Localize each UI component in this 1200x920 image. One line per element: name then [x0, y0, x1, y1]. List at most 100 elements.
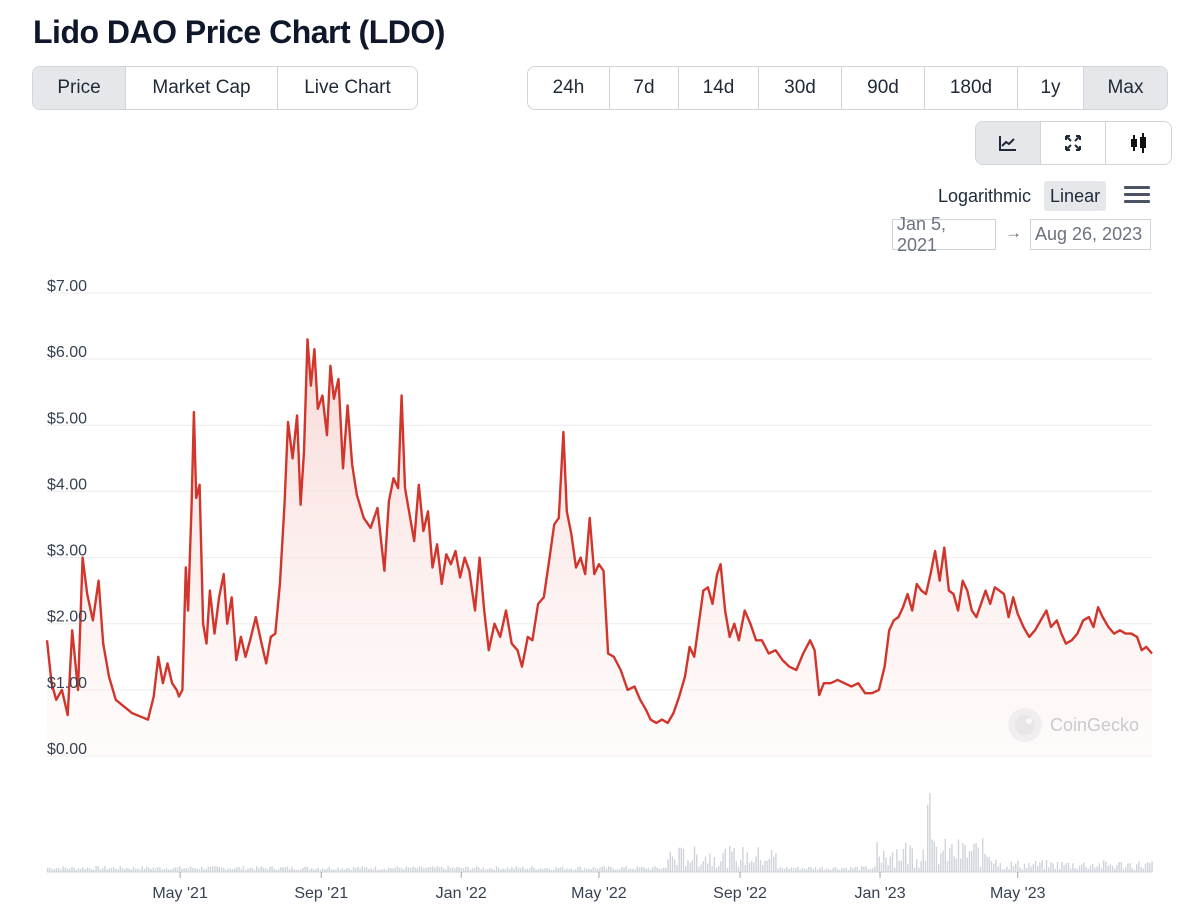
- volume-bar: [722, 853, 724, 872]
- volume-bar: [223, 867, 225, 872]
- tab-price[interactable]: Price: [33, 67, 126, 109]
- volume-bar: [82, 867, 84, 872]
- volume-bar: [137, 868, 139, 872]
- line-chart-button[interactable]: [976, 122, 1041, 164]
- volume-bar: [883, 850, 885, 872]
- volume-bar: [1144, 863, 1147, 872]
- volume-bar: [1151, 861, 1153, 872]
- volume-bar: [434, 867, 436, 872]
- volume-bar: [579, 866, 581, 872]
- volume-bar: [878, 856, 880, 872]
- volume-bar: [300, 869, 302, 872]
- volume-bar: [790, 867, 792, 872]
- volume-bar: [1129, 863, 1131, 872]
- volume-bar: [262, 867, 264, 872]
- volume-bar: [447, 866, 449, 872]
- menu-icon[interactable]: [1124, 184, 1150, 206]
- page-title: Lido DAO Price Chart (LDO): [33, 14, 445, 50]
- volume-bar: [905, 842, 907, 872]
- volume-bar: [275, 869, 278, 872]
- volume-bar: [201, 867, 203, 872]
- volume-bar: [524, 869, 526, 872]
- volume-bar: [691, 860, 693, 872]
- volume-bar: [357, 867, 359, 872]
- volume-bar: [458, 866, 460, 872]
- range-180d-button[interactable]: 180d: [925, 67, 1018, 109]
- volume-bar: [183, 868, 185, 872]
- volume-bar: [436, 866, 438, 872]
- scale-linear-option[interactable]: Linear: [1044, 181, 1107, 211]
- volume-bar: [962, 843, 964, 872]
- volume-bar: [566, 868, 568, 872]
- range-24h-button[interactable]: 24h: [528, 67, 610, 109]
- volume-bar: [324, 869, 326, 872]
- volume-bar: [64, 867, 66, 872]
- volume-bar: [1026, 868, 1028, 872]
- volume-bar: [698, 866, 700, 872]
- volume-bar: [616, 869, 619, 872]
- volume-bar: [99, 869, 102, 872]
- volume-bar: [535, 869, 537, 872]
- volume-bar: [1006, 866, 1008, 872]
- volume-bar: [891, 852, 894, 872]
- volume-bar: [146, 866, 148, 872]
- range-max-button[interactable]: Max: [1084, 67, 1167, 109]
- volume-bar: [788, 869, 790, 872]
- range-90d-button[interactable]: 90d: [842, 67, 925, 109]
- range-7d-button[interactable]: 7d: [610, 67, 679, 109]
- volume-bar: [124, 869, 126, 872]
- volume-bar: [557, 868, 559, 872]
- volume-bar: [159, 867, 161, 872]
- volume-bar: [267, 869, 269, 872]
- volume-bar: [240, 868, 242, 872]
- scale-logarithmic-option[interactable]: Logarithmic: [938, 185, 1032, 206]
- volume-bar: [902, 849, 905, 872]
- volume-bar: [872, 868, 874, 872]
- volume-bar: [278, 869, 280, 872]
- volume-bar: [1028, 862, 1030, 872]
- volume-bar: [687, 860, 689, 872]
- volume-bar: [1087, 868, 1089, 872]
- volume-bar: [106, 869, 108, 872]
- volume-bar: [71, 866, 73, 872]
- volume-bar: [372, 869, 374, 872]
- tab-market-cap[interactable]: Market Cap: [126, 67, 278, 109]
- volume-bar: [713, 857, 715, 872]
- volume-bar: [319, 869, 322, 872]
- range-14d-button[interactable]: 14d: [679, 67, 759, 109]
- volume-bar: [1103, 860, 1105, 872]
- volume-bar: [1043, 869, 1045, 872]
- volume-bar: [808, 866, 810, 872]
- volume-bar: [110, 867, 113, 872]
- tab-live-chart[interactable]: Live Chart: [304, 77, 391, 98]
- volume-bar: [880, 862, 883, 872]
- volume-bar: [940, 852, 942, 872]
- volume-bar: [187, 868, 190, 872]
- volume-bar: [104, 866, 106, 872]
- volume-bars: [47, 793, 1153, 872]
- expand-button[interactable]: [1041, 122, 1106, 164]
- volume-bar: [465, 866, 467, 872]
- volume-bar: [608, 866, 610, 872]
- date-to-input[interactable]: Aug 26, 2023: [1030, 219, 1151, 250]
- volume-bar: [678, 847, 680, 872]
- volume-bar: [308, 869, 311, 872]
- range-1y-button[interactable]: 1y: [1018, 67, 1084, 109]
- volume-bar: [825, 868, 828, 872]
- volume-bar: [814, 867, 817, 872]
- volume-bar: [964, 845, 966, 872]
- volume-bar: [381, 869, 383, 872]
- volume-bar: [643, 867, 645, 872]
- volume-bar: [867, 869, 869, 872]
- volume-bar: [1098, 863, 1100, 872]
- date-from-input[interactable]: Jan 5, 2021: [892, 214, 996, 255]
- volume-bar: [1147, 862, 1149, 872]
- volume-bar: [355, 868, 357, 872]
- volume-bar: [944, 839, 946, 872]
- volume-bar: [443, 868, 445, 872]
- range-30d-button[interactable]: 30d: [759, 67, 842, 109]
- candlestick-button[interactable]: [1106, 122, 1171, 164]
- volume-bar: [973, 843, 975, 872]
- volume-bar: [1056, 862, 1059, 872]
- volume-bar: [313, 869, 315, 872]
